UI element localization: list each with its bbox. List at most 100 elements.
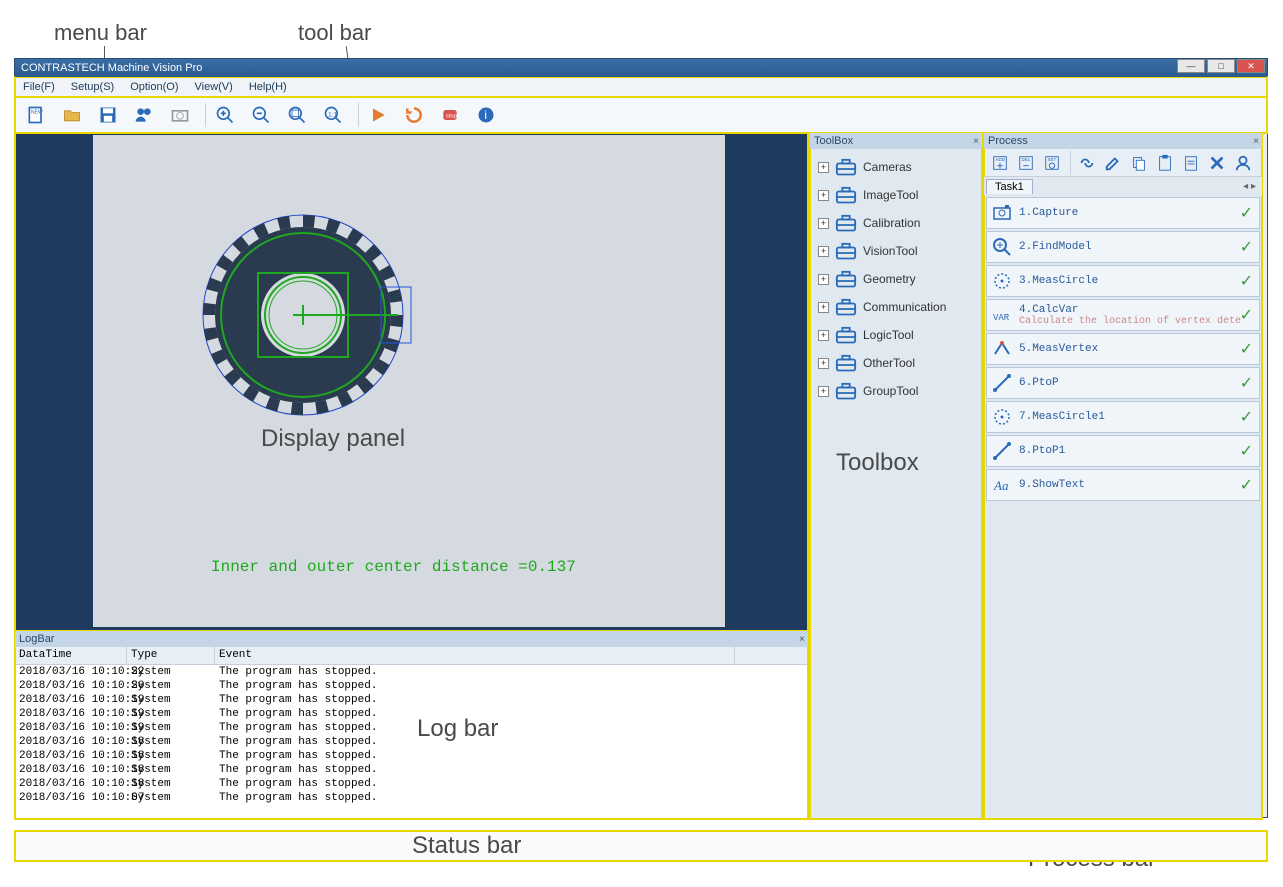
toolbox-item-logictool[interactable]: +LogicTool (810, 321, 982, 349)
run-button[interactable] (363, 101, 393, 129)
log-row[interactable]: 2018/03/16 10:10:18SystemThe program has… (15, 763, 808, 777)
step-label: 7.MeasCircle1 (1019, 411, 1105, 423)
process-step-ptop1[interactable]: 8.PtoP1✓ (986, 435, 1260, 467)
menu-option[interactable]: Option(O) (122, 79, 186, 95)
proc-set-button[interactable]: SET (1040, 152, 1064, 174)
stop-button[interactable]: stop (435, 101, 465, 129)
toolbox-icon (835, 298, 857, 316)
proc-user-button[interactable] (1231, 152, 1255, 174)
minimize-button[interactable]: — (1177, 59, 1205, 73)
step-icon: VAR (991, 304, 1013, 326)
menu-file[interactable]: File(F) (15, 79, 63, 95)
tab-nav-icons[interactable]: ◂ ▸ (1243, 181, 1256, 192)
display-canvas[interactable]: Inner and outer center distance =0.137 (93, 135, 725, 627)
logbar-header: LogBar × (15, 631, 808, 647)
log-row[interactable]: 2018/03/16 10:10:20SystemThe program has… (15, 679, 808, 693)
process-step-meascircle[interactable]: 3.MeasCircle✓ (986, 265, 1260, 297)
process-close-icon[interactable]: × (1253, 134, 1259, 150)
toolbox-label: OtherTool (863, 356, 915, 370)
proc-copy-button[interactable] (1127, 152, 1151, 174)
log-row[interactable]: 2018/03/16 10:10:18SystemThe program has… (15, 749, 808, 763)
display-panel: Inner and outer center distance =0.137 D… (15, 133, 808, 631)
check-icon: ✓ (1240, 305, 1253, 325)
log-col-type[interactable]: Type (127, 647, 215, 664)
process-step-ptop[interactable]: 6.PtoP✓ (986, 367, 1260, 399)
maximize-button[interactable]: □ (1207, 59, 1235, 73)
check-icon: ✓ (1240, 203, 1253, 223)
process-tab[interactable]: Task1 (986, 179, 1033, 194)
toolbox-item-othertool[interactable]: + OtherTool (810, 349, 982, 377)
new-button[interactable]: NEW (21, 101, 51, 129)
process-step-showtext[interactable]: Aa 9.ShowText ✓ (986, 469, 1260, 501)
log-row[interactable]: 2018/03/16 10:10:07SystemThe program has… (15, 791, 808, 805)
toolbox-item-grouptool[interactable]: + GroupTool (810, 377, 982, 405)
toolbox-item-calibration[interactable]: +Calibration (810, 209, 982, 237)
log-row[interactable]: 2018/03/16 10:10:19SystemThe program has… (15, 693, 808, 707)
toolbox-title: ToolBox (814, 135, 853, 147)
check-icon: ✓ (1240, 475, 1253, 495)
camera-button[interactable] (165, 101, 195, 129)
expand-icon[interactable]: + (818, 358, 829, 369)
proc-add-button[interactable]: ADD (988, 152, 1012, 174)
step-label: 6.PtoP (1019, 377, 1059, 389)
toolbox-item-communication[interactable]: + Communication (810, 293, 982, 321)
proc-delete-button[interactable] (1205, 152, 1229, 174)
svg-text:Aa: Aa (993, 478, 1009, 493)
toolbox-close-icon[interactable]: × (973, 134, 979, 150)
log-col-datatime[interactable]: DataTime (15, 647, 127, 664)
step-label: 9.ShowText (1019, 479, 1085, 491)
info-button[interactable]: i (471, 101, 501, 129)
log-row[interactable]: 2018/03/16 10:10:19SystemThe program has… (15, 721, 808, 735)
logbar-title: LogBar (19, 633, 54, 645)
loop-button[interactable] (399, 101, 429, 129)
process-step-findmodel[interactable]: 2.FindModel✓ (986, 231, 1260, 263)
toolbox-item-visiontool[interactable]: +VisionTool (810, 237, 982, 265)
proc-edit-button[interactable] (1101, 152, 1125, 174)
expand-icon[interactable]: + (818, 162, 829, 173)
toolbox-icon (835, 382, 857, 400)
toolbox-label: GroupTool (863, 384, 918, 398)
logbar-close-icon[interactable]: × (799, 632, 805, 648)
process-step-meascircle1[interactable]: 7.MeasCircle1✓ (986, 401, 1260, 433)
label-log-bar: Log bar (417, 715, 498, 743)
zoom-out-button[interactable] (246, 101, 276, 129)
expand-icon[interactable]: + (818, 302, 829, 313)
proc-clipboard-button[interactable] (1179, 152, 1203, 174)
toolbox-item-imagetool[interactable]: +ImageTool (810, 181, 982, 209)
step-icon (991, 202, 1013, 224)
menu-setup[interactable]: Setup(S) (63, 79, 122, 95)
toolbox-item-cameras[interactable]: +Cameras (810, 153, 982, 181)
log-col-event[interactable]: Event (215, 647, 735, 664)
process-step-measvertex[interactable]: 5.MeasVertex✓ (986, 333, 1260, 365)
menu-view[interactable]: View(V) (187, 79, 241, 95)
app-window: CONTRASTECH Machine Vision Pro — □ ✕ Fil… (14, 58, 1268, 818)
toolbox-icon (835, 214, 857, 232)
expand-icon[interactable]: + (818, 218, 829, 229)
log-row[interactable]: 2018/03/16 10:10:19SystemThe program has… (15, 707, 808, 721)
open-button[interactable] (57, 101, 87, 129)
expand-icon[interactable]: + (818, 246, 829, 257)
process-step-calcvar[interactable]: VAR4.CalcVarCalculate the location of ve… (986, 299, 1260, 331)
zoom-fit-button[interactable] (282, 101, 312, 129)
menu-help[interactable]: Help(H) (241, 79, 295, 95)
log-row[interactable]: 2018/03/16 10:10:18SystemThe program has… (15, 735, 808, 749)
log-row[interactable]: 2018/03/16 10:10:22SystemThe program has… (15, 665, 808, 679)
zoom-actual-button[interactable]: 1:1 (318, 101, 348, 129)
users-button[interactable] (129, 101, 159, 129)
expand-icon[interactable]: + (818, 190, 829, 201)
close-button[interactable]: ✕ (1237, 59, 1265, 73)
toolbox-icon (835, 186, 857, 204)
expand-icon[interactable]: + (818, 330, 829, 341)
proc-del-button[interactable]: DEL (1014, 152, 1038, 174)
toolbox-item-geometry[interactable]: +Geometry (810, 265, 982, 293)
proc-link-button[interactable] (1075, 152, 1099, 174)
expand-icon[interactable]: + (818, 386, 829, 397)
zoom-in-button[interactable] (210, 101, 240, 129)
proc-paste-button[interactable] (1153, 152, 1177, 174)
log-row[interactable]: 2018/03/16 10:10:18SystemThe program has… (15, 777, 808, 791)
expand-icon[interactable]: + (818, 274, 829, 285)
save-button[interactable] (93, 101, 123, 129)
toolbox-label: Communication (863, 300, 946, 314)
process-step-capture[interactable]: 1.Capture✓ (986, 197, 1260, 229)
status-bar: Status bar (14, 830, 1268, 862)
